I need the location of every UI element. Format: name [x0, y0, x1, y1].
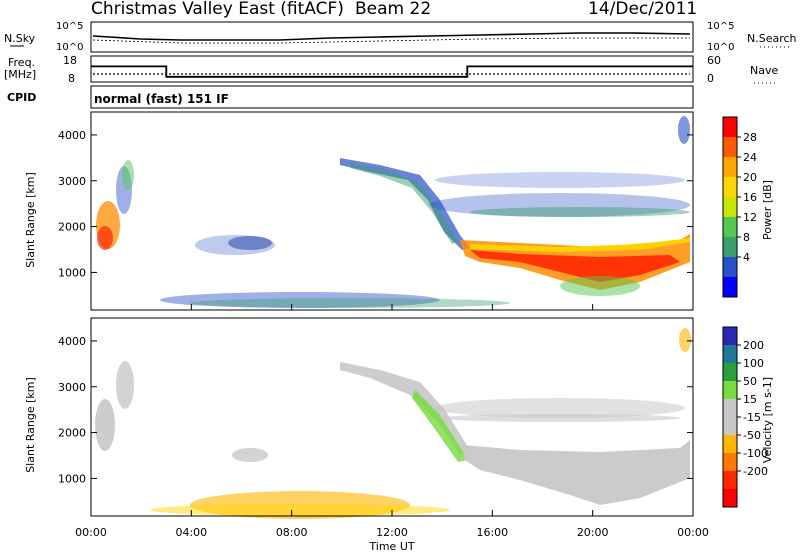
noise-panel: N.Sky 10^5 10^0 10^5 10^0 N.Search	[4, 21, 797, 53]
power-cb-tick-label: 4	[743, 251, 750, 264]
noise-sky-trace	[92, 32, 691, 41]
noise-right-tick-bottom: 10^0	[707, 42, 734, 53]
cpid-label: CPID	[7, 91, 36, 104]
velocity-cb-swatch	[723, 471, 737, 490]
freq-label-1: Freq.	[8, 56, 35, 69]
power-y-tick-label: 4000	[58, 129, 86, 142]
noise-left-tick-bottom: 10^0	[56, 42, 83, 53]
nave-tick-top: 60	[707, 54, 721, 67]
velocity-cb-swatch	[723, 435, 737, 454]
station-title: Christmas Valley East (fitACF)	[91, 0, 344, 19]
velocity-y-tick-label: 4000	[58, 335, 86, 348]
x-axis-ticks: 00:00 04:00 08:00 12:00 16:00 20:00 00:00	[75, 304, 709, 539]
freq-trace	[91, 65, 693, 78]
velocity-cb-swatch	[723, 327, 737, 346]
velocity-cb-tick-label: -100	[743, 447, 768, 460]
cpid-panel: CPID normal (fast) 151 IF	[7, 85, 694, 109]
x-tick-label: 16:00	[476, 526, 508, 539]
noise-right-label: N.Search	[747, 32, 797, 45]
power-cb-swatch	[723, 157, 737, 178]
power-y-tick-label: 2000	[58, 221, 86, 234]
power-cb-swatch	[723, 197, 737, 218]
x-axis-label: Time UT	[368, 540, 414, 553]
velocity-ylabel: Slant Range [km]	[24, 377, 37, 473]
power-cb-swatch	[723, 257, 737, 278]
power-cb-frame	[722, 116, 738, 298]
noise-left-tick-top: 10^5	[56, 21, 83, 32]
x-tick-label: 20:00	[577, 526, 609, 539]
power-colorbar-label: Power [dB]	[761, 180, 774, 240]
power-panel: Slant Range [km] 1000 2000 3000 4000 28 24 20…	[24, 111, 774, 311]
freq-tick-bottom: 8	[68, 72, 75, 85]
cpid-mode: normal (fast) 151 IF	[94, 92, 229, 106]
power-cb-tick-label: 20	[743, 171, 757, 184]
velocity-y-tick-label: 1000	[58, 472, 86, 485]
nave-label: Nave	[750, 64, 778, 77]
x-tick-label: 04:00	[175, 526, 207, 539]
velocity-y-tick-label: 3000	[58, 381, 86, 394]
velocity-colorbar-ticks: 200 100 50 15 -15 -50 -100 -200	[737, 339, 768, 478]
date-label: 14/Dec/2011	[588, 0, 697, 19]
power-cb-tick-label: 16	[743, 191, 757, 204]
velocity-cb-tick-label: -200	[743, 465, 768, 478]
power-cb-swatch	[723, 217, 737, 238]
velocity-y-tick-label: 2000	[58, 427, 86, 440]
power-cb-swatch	[723, 177, 737, 198]
power-blobs	[96, 116, 690, 308]
freq-tick-top: 18	[63, 54, 77, 67]
velocity-cb-tick-label: 200	[743, 339, 764, 352]
velocity-cb-tick-label: 100	[743, 357, 764, 370]
power-yticks: 1000 2000 3000 4000	[58, 129, 693, 279]
velocity-cb-tick-label: -50	[743, 429, 761, 442]
velocity-colorbar-label: Velocity [m s-1]	[761, 377, 774, 463]
power-y-tick-label: 3000	[58, 175, 86, 188]
freq-panel: Freq. [MHz] 18 8 60 0 Nave	[4, 54, 778, 85]
velocity-cb-swatch	[723, 345, 737, 364]
velocity-cb-swatch	[723, 399, 737, 418]
power-cb-swatch	[723, 277, 737, 298]
velocity-yticks: 1000 2000 3000 4000	[58, 335, 693, 485]
freq-label-2: [MHz]	[4, 68, 36, 81]
power-cb-tick-label: 8	[743, 231, 750, 244]
power-colorbar-ticks: 28 24 20 16 12 8 4	[737, 131, 757, 264]
power-cb-swatch	[723, 137, 737, 158]
power-cb-swatch	[723, 117, 737, 138]
power-cb-tick-label: 28	[743, 131, 757, 144]
velocity-cb-swatch	[723, 417, 737, 436]
power-y-tick-label: 1000	[58, 266, 86, 279]
velocity-cb-tick-label: 50	[743, 375, 757, 388]
power-cb-swatch	[723, 237, 737, 258]
power-ylabel: Slant Range [km]	[24, 172, 37, 268]
velocity-panel: Slant Range [km] 1000 2000 3000 4000 200 100…	[24, 317, 774, 519]
x-tick-label: 00:00	[75, 526, 107, 539]
velocity-colorbar	[722, 326, 738, 508]
velocity-cb-tick-label: 15	[743, 393, 757, 406]
velocity-cb-swatch	[723, 363, 737, 382]
noise-right-tick-top: 10^5	[707, 21, 734, 32]
power-colorbar	[722, 116, 738, 298]
velocity-cb-swatch	[723, 489, 737, 508]
velocity-cb-tick-label: -15	[743, 411, 761, 424]
noise-left-label: N.Sky	[4, 32, 36, 45]
beam-label: Beam 22	[355, 0, 431, 19]
power-cb-tick-label: 12	[743, 211, 757, 224]
velocity-blobs	[95, 328, 691, 519]
power-cb-tick-label: 24	[743, 151, 757, 164]
velocity-cb-swatch	[723, 453, 737, 472]
x-tick-label: 00:00	[677, 526, 709, 539]
velocity-cb-swatch	[723, 381, 737, 400]
x-tick-label: 12:00	[376, 526, 408, 539]
x-tick-label: 08:00	[276, 526, 308, 539]
nave-tick-bottom: 0	[707, 72, 714, 85]
